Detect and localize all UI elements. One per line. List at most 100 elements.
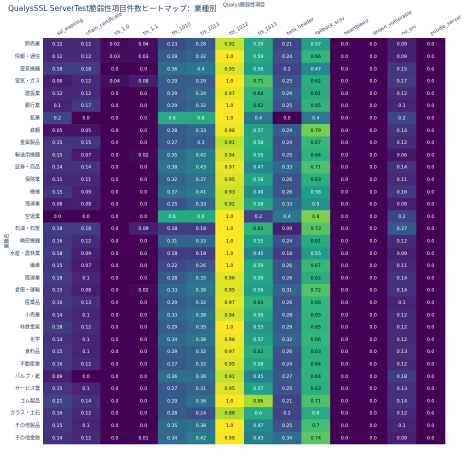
heatmap-cell: [330, 124, 360, 137]
cell-label: 0.14: [52, 435, 62, 441]
cell-label: 0.6: [197, 214, 204, 220]
heatmap-cell: [157, 296, 187, 309]
heatmap-cell: [100, 62, 130, 76]
y-tick-label: 卸売業: [25, 41, 40, 48]
heatmap-cell: [215, 62, 245, 76]
cell-label: 1.0: [226, 423, 233, 429]
cell-label: 0.0: [341, 300, 348, 306]
heatmap-cell: [387, 148, 417, 162]
cell-label: 0.0: [341, 288, 348, 294]
cell-label: 0.25: [282, 386, 292, 392]
heatmap-cell: [272, 38, 302, 51]
heatmap-cell: [301, 357, 331, 371]
cell-label: 0.18: [81, 66, 91, 72]
cell-label: 0.29: [167, 91, 177, 97]
cell-label: 0.0: [341, 263, 348, 269]
heatmap-cell: [43, 124, 73, 137]
cell-label: 0.38: [196, 312, 206, 318]
cell-label: 1.0: [226, 251, 233, 257]
cell-label: 0.26: [196, 263, 206, 269]
cell-label: 0.09: [397, 251, 407, 257]
heatmap-cell: [416, 185, 446, 199]
cell-label: 0.0: [427, 128, 434, 134]
cell-label: 0.86: [253, 398, 263, 404]
heatmap-cell: [272, 296, 302, 309]
heatmap-cell: [387, 173, 417, 186]
cell-label: 0.15: [81, 140, 91, 146]
heatmap-cell: [157, 197, 187, 211]
heatmap-cell: [71, 296, 101, 309]
cell-label: 0.12: [81, 435, 91, 441]
cell-label: 0.12: [397, 325, 407, 331]
heatmap-cell: [416, 62, 446, 76]
cell-label: 0.12: [397, 91, 407, 97]
heatmap-cell: [186, 161, 216, 174]
cell-label: 0.79: [311, 128, 321, 134]
cell-label: 0.36: [167, 66, 177, 72]
cell-label: 0.59: [253, 42, 263, 48]
cell-label: 0.12: [397, 411, 407, 417]
cell-label: 0.65: [311, 312, 321, 318]
heatmap-cell: [387, 345, 417, 359]
cell-label: 0.0: [140, 251, 147, 257]
heatmap-cell: [186, 370, 216, 383]
heatmap-cell: [301, 111, 331, 125]
cell-label: 0.15: [52, 386, 62, 392]
cell-label: 0.55: [253, 239, 263, 245]
cell-label: 0.36: [196, 374, 206, 380]
heatmap-cell: [244, 419, 274, 432]
heatmap-cell: [244, 382, 274, 396]
cell-label: 0.0: [140, 263, 147, 269]
heatmap-cell: [416, 419, 446, 432]
x-tick-label: tls_1013: [257, 21, 278, 37]
y-tick-label: 繊維: [30, 262, 40, 269]
cell-label: 0.47: [253, 165, 263, 171]
heatmap-cell: [43, 431, 73, 445]
heatmap-cell: [387, 394, 417, 408]
cell-label: 0.0: [140, 398, 147, 404]
heatmap-cell: [71, 136, 101, 150]
cell-label: 0.12: [81, 325, 91, 331]
heatmap-cell: [157, 99, 187, 113]
cell-label: 0.32: [167, 177, 177, 183]
cell-label: 0.29: [167, 398, 177, 404]
cell-label: 0.16: [52, 362, 62, 368]
heatmap-cell: [416, 111, 446, 125]
heatmap-cell: [416, 431, 446, 445]
cell-label: 0.59: [253, 263, 263, 269]
heatmap-cell: [416, 210, 446, 223]
heatmap-cell: [100, 222, 130, 236]
heatmap-cell: [129, 111, 159, 125]
cell-label: 0.32: [282, 337, 292, 343]
cell-label: 0.28: [196, 42, 206, 48]
heatmap-cell: [129, 99, 159, 113]
cell-label: 0.0: [341, 177, 348, 183]
heatmap-cell: [43, 357, 73, 371]
heatmap-cell: [244, 99, 274, 113]
heatmap-cell: [215, 357, 245, 371]
cell-label: 0.42: [196, 435, 206, 441]
heatmap-cell: [71, 234, 101, 248]
y-tick-label: 海運業: [25, 201, 40, 208]
heatmap-cell: [43, 222, 73, 236]
cell-label: 0.95: [225, 362, 235, 368]
heatmap-cell: [186, 394, 216, 408]
cell-label: 0.0: [140, 128, 147, 134]
heatmap-cell: [71, 111, 101, 125]
cell-label: 0.47: [253, 423, 263, 429]
cell-label: 0.21: [282, 42, 292, 48]
cell-label: 0.63: [311, 177, 321, 183]
cell-label: 0.61: [311, 91, 321, 97]
cell-label: 0.0: [111, 165, 118, 171]
cell-label: 0.95: [225, 386, 235, 392]
heatmap-cell: [301, 345, 331, 359]
y-tick-label: 非鉄金属: [20, 324, 40, 331]
heatmap-cell: [71, 357, 101, 371]
cell-label: 0.0: [370, 152, 377, 158]
cell-label: 0.96: [225, 275, 235, 281]
cell-label: 0.0: [427, 325, 434, 331]
cell-label: 0.0: [427, 54, 434, 60]
cell-label: 0.0: [427, 91, 434, 97]
cell-label: 0.0: [370, 251, 377, 257]
heatmap-cell: [157, 148, 187, 162]
